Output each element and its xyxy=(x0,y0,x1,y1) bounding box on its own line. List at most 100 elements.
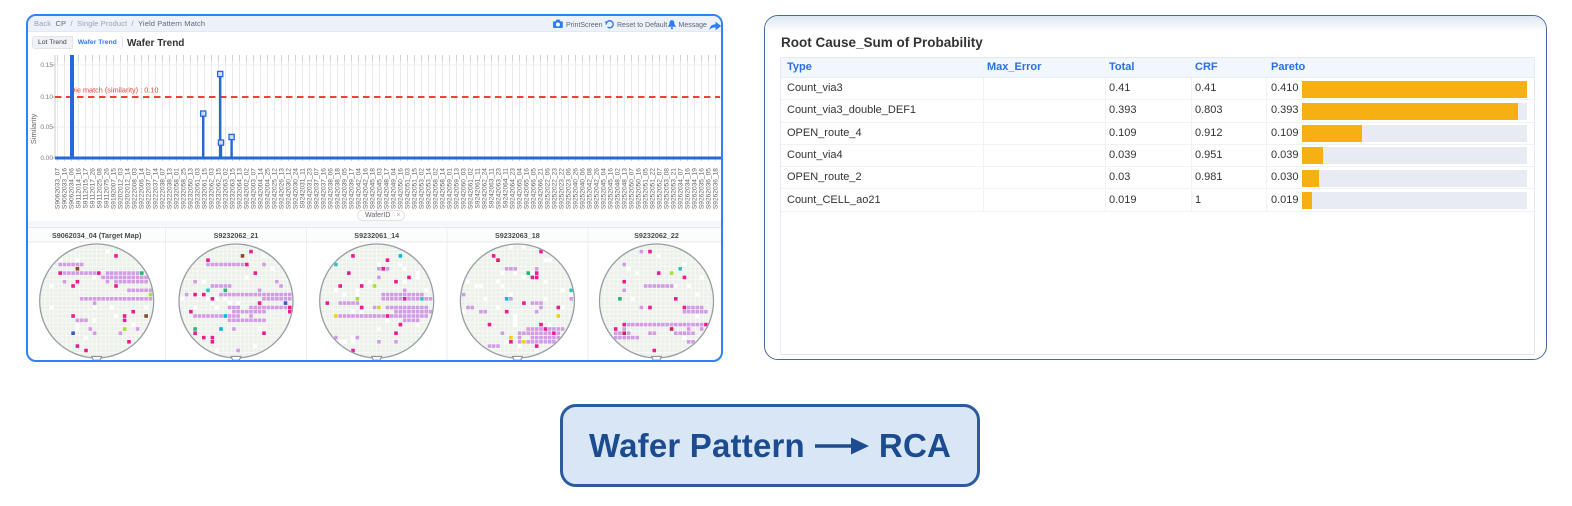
svg-text:S9112025_08: S9112025_08 xyxy=(97,168,104,209)
svg-text:S9242051_15: S9242051_15 xyxy=(412,168,419,209)
svg-text:S9062034_06: S9062034_06 xyxy=(69,168,76,209)
svg-text:S9222038_13: S9222038_13 xyxy=(167,168,174,209)
svg-text:S9242002_02: S9242002_02 xyxy=(244,168,251,209)
svg-text:S9242053_02: S9242053_02 xyxy=(419,168,426,209)
svg-text:S9242066_05: S9242066_05 xyxy=(531,168,538,209)
svg-text:S9232062_03: S9232062_03 xyxy=(209,168,216,209)
svg-text:S9252045_04: S9252045_04 xyxy=(601,168,608,209)
svg-text:S9242065_04: S9242065_04 xyxy=(517,168,524,209)
svg-text:S9232050_13: S9232050_13 xyxy=(188,168,195,209)
svg-text:S9062033_07: S9062033_07 xyxy=(55,168,62,209)
svg-text:S9242049_04: S9242049_04 xyxy=(391,168,398,209)
svg-text:S9252051_05: S9252051_05 xyxy=(643,168,650,209)
svg-text:S9242039_17: S9242039_17 xyxy=(349,168,356,209)
svg-text:S9262036_05: S9262036_05 xyxy=(706,168,713,209)
svg-text:S9062033_16: S9062033_16 xyxy=(62,168,69,209)
svg-text:Message: Message xyxy=(679,22,708,29)
svg-text:S9242063_23: S9242063_23 xyxy=(496,168,503,209)
svg-text:S9242039_05: S9242039_05 xyxy=(342,168,349,209)
svg-text:S9222006_14: S9222006_14 xyxy=(139,168,146,209)
svg-text:S9242045_03: S9242045_03 xyxy=(377,168,384,209)
svg-text:S9242030_12: S9242030_12 xyxy=(286,168,293,209)
svg-text:S9242042_04: S9242042_04 xyxy=(356,168,363,209)
svg-text:S9242053_14: S9242053_14 xyxy=(426,168,433,209)
svg-text:S9242025_12: S9242025_12 xyxy=(272,168,279,209)
svg-text:0.15: 0.15 xyxy=(40,62,53,69)
svg-text:0.00: 0.00 xyxy=(40,155,53,162)
svg-text:S9242066_21: S9242066_21 xyxy=(538,168,545,209)
svg-text:S9232061_03: S9232061_03 xyxy=(195,168,202,209)
svg-text:PrintScreen: PrintScreen xyxy=(566,22,603,29)
svg-text:S9252048_13: S9252048_13 xyxy=(622,168,629,209)
svg-text:S9252053_21: S9252053_21 xyxy=(671,168,678,209)
svg-text:S9242003_07: S9242003_07 xyxy=(251,168,258,209)
svg-text:S9252040_06: S9252040_06 xyxy=(580,168,587,209)
svg-text:S9252022_06: S9252022_06 xyxy=(545,168,552,209)
svg-text:S9242051_03: S9242051_03 xyxy=(405,168,412,209)
svg-text:S9262036_18: S9262036_18 xyxy=(713,168,720,209)
svg-text:S9242065_16: S9242065_16 xyxy=(524,168,531,209)
svg-text:S9242058_02: S9242058_02 xyxy=(433,168,440,209)
svg-text:S9252052_07: S9252052_07 xyxy=(657,168,664,209)
svg-text:Die match (similarity) : 0.10: Die match (similarity) : 0.10 xyxy=(70,86,158,95)
svg-text:S9232063_18: S9232063_18 xyxy=(495,231,540,240)
svg-text:S9232058_01: S9232058_01 xyxy=(174,168,181,209)
svg-text:S9242045_18: S9242045_18 xyxy=(370,168,377,209)
svg-text:S9112017_26: S9112017_26 xyxy=(90,168,97,209)
svg-text:S9242038_06: S9242038_06 xyxy=(328,168,335,209)
svg-text:S9252023_06: S9252023_06 xyxy=(566,168,573,209)
svg-text:S9222037_14: S9222037_14 xyxy=(153,168,160,209)
svg-text:S9242058_14: S9242058_14 xyxy=(440,168,447,209)
svg-text:S9232062_22: S9232062_22 xyxy=(634,231,679,240)
svg-text:S9242060_03: S9242060_03 xyxy=(461,168,468,209)
svg-text:S9242061_11: S9242061_11 xyxy=(475,168,482,209)
svg-text:S9262034_16: S9262034_16 xyxy=(685,168,692,209)
svg-text:S9252022_23: S9252022_23 xyxy=(552,168,559,209)
svg-text:S9112015_17: S9112015_17 xyxy=(83,168,90,209)
svg-text:Reset to Default: Reset to Default xyxy=(617,22,667,29)
svg-text:S9202012_14: S9202012_14 xyxy=(125,168,132,209)
svg-text:S9242042_16: S9242042_16 xyxy=(363,168,370,209)
svg-text:S9242004_14: S9242004_14 xyxy=(258,168,265,209)
svg-text:S9242037_07: S9242037_07 xyxy=(314,168,321,209)
svg-text:S9242050_16: S9242050_16 xyxy=(398,168,405,209)
svg-text:S9112075_26: S9112075_26 xyxy=(104,168,111,209)
svg-text:S9232063_15: S9232063_15 xyxy=(230,168,237,209)
svg-text:S9242037_16: S9242037_16 xyxy=(321,168,328,209)
svg-text:S9242031_23: S9242031_23 xyxy=(307,168,314,209)
svg-text:S9252048_02: S9252048_02 xyxy=(615,168,622,209)
svg-text:S9252050_07: S9252050_07 xyxy=(629,168,636,209)
svg-text:S9232061_14: S9232061_14 xyxy=(354,231,399,240)
svg-text:S9242064_11: S9242064_11 xyxy=(503,168,510,209)
svg-text:Similarity: Similarity xyxy=(29,114,38,145)
svg-text:S9232061_15: S9232061_15 xyxy=(202,168,209,209)
svg-text:S9242064_23: S9242064_23 xyxy=(510,168,517,209)
svg-text:S9262035_16: S9262035_16 xyxy=(699,168,706,209)
svg-text:S9232064_13: S9232064_13 xyxy=(237,168,244,209)
svg-text:S9062034_04 (Target Map): S9062034_04 (Target Map) xyxy=(52,231,142,240)
svg-text:S9242062_24: S9242062_24 xyxy=(482,168,489,209)
svg-text:S9262034_07: S9262034_07 xyxy=(678,168,685,209)
svg-text:S9222037_07: S9222037_07 xyxy=(146,168,153,209)
svg-text:S9232062_21: S9232062_21 xyxy=(214,231,259,240)
svg-text:S9252045_16: S9252045_16 xyxy=(608,168,615,209)
svg-text:S9222038_07: S9222038_07 xyxy=(160,168,167,209)
svg-text:S9192007_15: S9192007_15 xyxy=(111,168,118,209)
svg-text:S9262034_19: S9262034_19 xyxy=(692,168,699,209)
svg-text:S9252050_16: S9252050_16 xyxy=(636,168,643,209)
svg-text:0.10: 0.10 xyxy=(40,94,53,101)
svg-text:S9242061_02: S9242061_02 xyxy=(468,168,475,209)
svg-text:S9232063_02: S9232063_02 xyxy=(223,168,230,209)
svg-text:S9242031_11: S9242031_11 xyxy=(300,168,307,209)
svg-text:S9242038_18: S9242038_18 xyxy=(335,168,342,209)
svg-text:S9252023_22: S9252023_22 xyxy=(559,168,566,209)
svg-text:S9222008_03: S9222008_03 xyxy=(132,168,139,209)
svg-text:S9252040_26: S9252040_26 xyxy=(573,168,580,209)
svg-text:S9242059_01: S9242059_01 xyxy=(447,168,454,209)
svg-text:S9202012_03: S9202012_03 xyxy=(118,168,125,209)
svg-text:S9242059_13: S9242059_13 xyxy=(454,168,461,209)
svg-text:S9242030_24: S9242030_24 xyxy=(293,168,300,209)
svg-text:S9242048_17: S9242048_17 xyxy=(384,168,391,209)
svg-text:S9252042_08: S9252042_08 xyxy=(587,168,594,209)
svg-text:S9242004_25: S9242004_25 xyxy=(265,168,272,209)
